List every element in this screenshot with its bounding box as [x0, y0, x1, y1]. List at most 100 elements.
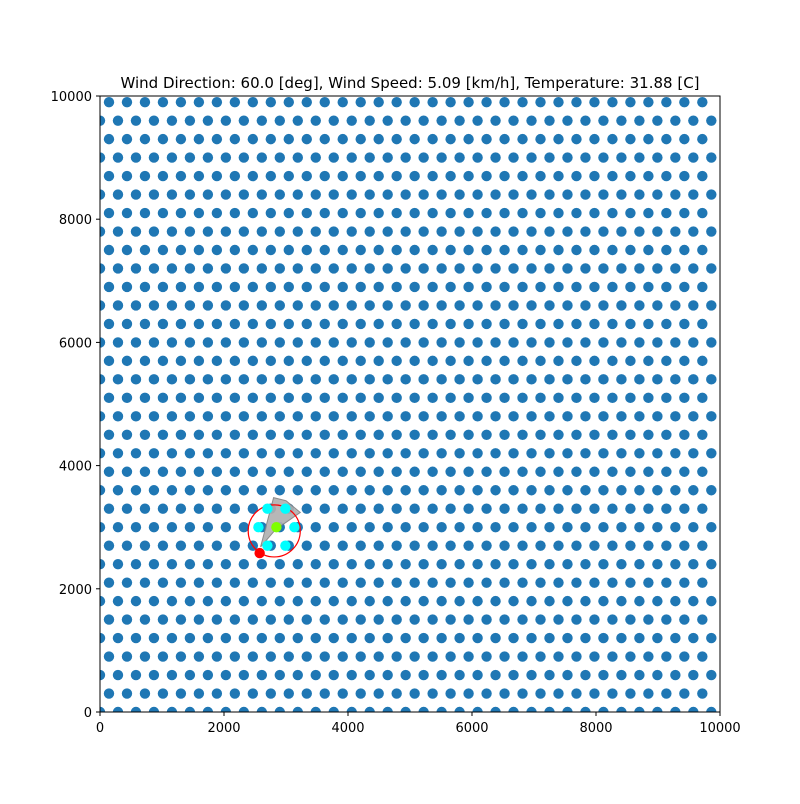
field-point — [409, 244, 420, 256]
field-point — [130, 337, 142, 348]
field-point — [283, 244, 294, 256]
field-point — [661, 318, 672, 330]
field-point — [292, 374, 303, 385]
field-point — [661, 577, 672, 588]
field-point — [400, 632, 411, 644]
field-point — [508, 558, 519, 570]
field-point — [472, 706, 483, 712]
field-point — [112, 485, 124, 496]
field-point — [544, 485, 555, 496]
field-point — [373, 207, 384, 219]
field-point — [184, 300, 196, 311]
field-point — [328, 300, 339, 311]
field-point — [148, 595, 160, 607]
field-point — [274, 706, 285, 712]
field-point — [319, 392, 330, 404]
field-point — [391, 318, 402, 330]
field-point — [256, 263, 268, 274]
field-point — [292, 337, 303, 348]
field-point — [544, 337, 555, 348]
field-point — [265, 244, 277, 256]
field-point — [607, 318, 618, 330]
field-point — [418, 522, 429, 533]
field-point — [454, 669, 465, 681]
field-point — [445, 355, 456, 367]
field-point — [364, 632, 375, 644]
field-point — [670, 263, 681, 274]
field-point — [661, 355, 672, 367]
field-point — [436, 485, 447, 496]
field-point — [175, 133, 187, 145]
field-point — [157, 651, 169, 662]
field-point — [148, 448, 160, 459]
field-point — [679, 614, 690, 625]
field-point — [211, 466, 223, 477]
field-point — [175, 281, 187, 293]
field-point — [103, 429, 115, 440]
field-point — [661, 466, 672, 477]
field-point — [670, 374, 681, 385]
field-point — [157, 466, 169, 477]
field-point — [130, 632, 142, 644]
field-point — [328, 374, 339, 385]
field-point — [706, 337, 717, 348]
field-point — [166, 706, 178, 712]
field-point — [562, 115, 573, 126]
field-point — [130, 115, 142, 126]
field-point — [283, 281, 294, 293]
field-point — [202, 632, 214, 644]
field-point — [553, 466, 564, 477]
field-point — [643, 540, 654, 551]
field-point — [274, 189, 285, 200]
x-tick-label: 4000 — [331, 721, 364, 736]
field-point — [112, 263, 124, 274]
field-point — [328, 189, 339, 200]
field-point — [517, 392, 528, 404]
field-point — [139, 170, 151, 182]
field-point — [364, 669, 375, 681]
field-point — [184, 595, 196, 607]
field-point — [166, 448, 178, 459]
field-point — [463, 96, 474, 108]
field-point — [202, 669, 214, 681]
field-point — [328, 485, 339, 496]
field-point — [274, 448, 285, 459]
field-point — [310, 189, 321, 200]
field-point — [697, 244, 708, 256]
field-point — [616, 337, 627, 348]
field-point — [100, 595, 106, 607]
field-point — [355, 244, 366, 256]
field-point — [310, 632, 321, 644]
field-point — [346, 485, 357, 496]
field-point — [427, 614, 438, 625]
field-point — [697, 466, 708, 477]
field-point — [175, 577, 187, 588]
field-point — [364, 337, 375, 348]
field-point — [634, 632, 645, 644]
field-point — [580, 374, 591, 385]
field-point — [139, 503, 151, 514]
field-point — [670, 595, 681, 607]
field-point — [625, 614, 636, 625]
field-point — [130, 595, 142, 607]
field-point — [643, 503, 654, 514]
field-point — [607, 392, 618, 404]
source-point — [254, 547, 265, 559]
field-point — [454, 337, 465, 348]
field-point — [445, 392, 456, 404]
field-point — [373, 318, 384, 330]
field-point — [319, 207, 330, 219]
field-point — [355, 392, 366, 404]
field-point — [661, 651, 672, 662]
field-point — [544, 558, 555, 570]
field-point — [229, 429, 241, 440]
field-point — [706, 115, 717, 126]
field-point — [139, 318, 151, 330]
field-point — [202, 706, 214, 712]
field-point — [103, 244, 115, 256]
field-point — [427, 651, 438, 662]
field-point — [571, 503, 582, 514]
field-point — [202, 485, 214, 496]
field-point — [679, 651, 690, 662]
field-point — [100, 485, 106, 496]
